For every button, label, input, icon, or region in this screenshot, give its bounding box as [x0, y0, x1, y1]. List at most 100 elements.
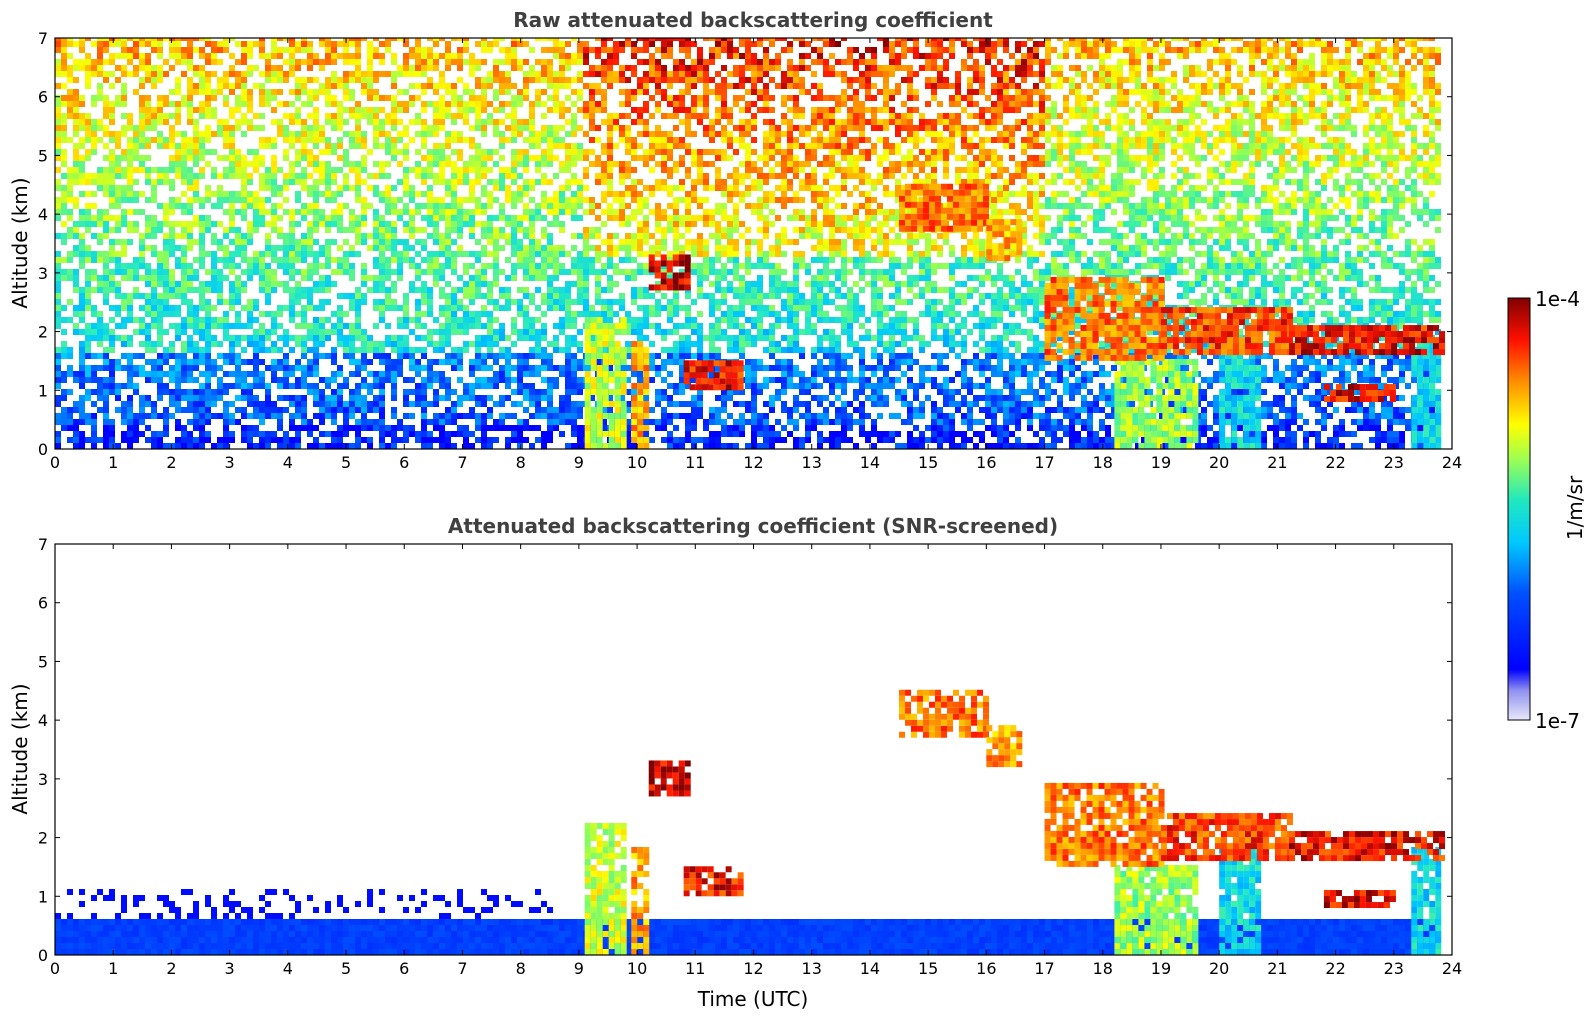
heatmap-cell [673, 101, 679, 107]
heatmap-cell [427, 263, 433, 269]
heatmap-cell [55, 347, 61, 353]
heatmap-cell [469, 101, 475, 107]
heatmap-cell [715, 443, 721, 449]
heatmap-cell [577, 197, 583, 203]
heatmap-cell [451, 269, 457, 275]
heatmap-cell [109, 443, 115, 449]
heatmap-cell [637, 335, 643, 341]
heatmap-cell [559, 71, 565, 77]
heatmap-cell [565, 323, 571, 329]
heatmap-cell [577, 341, 583, 347]
heatmap-cell [631, 155, 637, 161]
heatmap-cell [655, 59, 661, 65]
heatmap-cell [601, 38, 607, 41]
heatmap-cell [265, 401, 271, 407]
heatmap-cell [571, 377, 577, 383]
heatmap-cell [421, 353, 427, 359]
heatmap-cell [589, 197, 595, 203]
heatmap-cell [691, 149, 697, 155]
heatmap-cell [523, 407, 529, 413]
heatmap-cell [121, 215, 127, 221]
heatmap-cell [565, 83, 571, 89]
heatmap-cell [349, 131, 355, 137]
heatmap-cell [265, 293, 271, 299]
heatmap-cell [139, 83, 145, 89]
heatmap-cell [595, 53, 601, 59]
heatmap-cell [553, 419, 559, 425]
heatmap-cell [199, 245, 205, 251]
heatmap-cell [193, 437, 199, 443]
heatmap-cell [427, 125, 433, 131]
heatmap-cell [637, 251, 643, 257]
heatmap-cell [391, 413, 397, 419]
heatmap-cell [109, 383, 115, 389]
heatmap-cell [457, 299, 463, 305]
heatmap-cell [181, 263, 187, 269]
heatmap-cell [535, 155, 541, 161]
heatmap-cell [325, 335, 331, 341]
heatmap-cell [661, 167, 667, 173]
heatmap-cell [367, 425, 373, 431]
heatmap-cell [205, 101, 211, 107]
heatmap-cell [157, 329, 163, 335]
heatmap-cell [271, 65, 277, 71]
heatmap-cell [133, 263, 139, 269]
heatmap-cell [145, 137, 151, 143]
heatmap-cell [289, 59, 295, 65]
heatmap-cell [319, 395, 325, 401]
heatmap-cell [379, 71, 385, 77]
heatmap-cell [589, 107, 595, 113]
heatmap-cell [223, 101, 229, 107]
heatmap-cell [349, 89, 355, 95]
heatmap-cell [703, 443, 709, 449]
heatmap-cell [91, 401, 97, 407]
heatmap-cell [379, 131, 385, 137]
heatmap-cell [589, 149, 595, 155]
heatmap-cell [121, 53, 127, 59]
heatmap-cell [673, 185, 679, 191]
heatmap-cell [103, 125, 109, 131]
heatmap-cell [625, 275, 631, 281]
heatmap-cell [415, 299, 421, 305]
heatmap-cell [655, 161, 661, 167]
heatmap-cell [259, 323, 265, 329]
heatmap-cell [625, 239, 631, 245]
heatmap-cell [541, 389, 547, 395]
heatmap-cell [523, 71, 529, 77]
heatmap-cell [229, 347, 235, 353]
heatmap-cell [397, 89, 403, 95]
heatmap-cell [715, 299, 721, 305]
heatmap-cell [121, 65, 127, 71]
heatmap-cell [625, 203, 631, 209]
heatmap-cell [205, 95, 211, 101]
heatmap-cell [187, 209, 193, 215]
heatmap-cell [73, 125, 79, 131]
heatmap-cell [199, 335, 205, 341]
heatmap-cell [343, 347, 349, 353]
heatmap-cell [433, 275, 439, 281]
heatmap-cell [607, 395, 613, 401]
heatmap-cell [349, 137, 355, 143]
heatmap-cell [145, 113, 151, 119]
heatmap-cell [199, 425, 205, 431]
heatmap-cell [253, 329, 259, 335]
heatmap-cell [493, 419, 499, 425]
heatmap-cell [205, 107, 211, 113]
heatmap-cell [547, 275, 553, 281]
heatmap-cell [505, 215, 511, 221]
heatmap-cell [541, 323, 547, 329]
heatmap-cell [673, 329, 679, 335]
heatmap-cell [547, 209, 553, 215]
heatmap-cell [247, 89, 253, 95]
heatmap-cell [685, 305, 691, 311]
heatmap-cell [463, 293, 469, 299]
heatmap-cell [55, 38, 61, 41]
heatmap-cell [277, 257, 283, 263]
heatmap-cell [55, 437, 61, 443]
heatmap-cell [397, 215, 403, 221]
heatmap-cell [385, 305, 391, 311]
heatmap-cell [217, 377, 223, 383]
heatmap-cell [145, 281, 151, 287]
heatmap-cell [709, 443, 715, 449]
heatmap-cell [235, 335, 241, 341]
